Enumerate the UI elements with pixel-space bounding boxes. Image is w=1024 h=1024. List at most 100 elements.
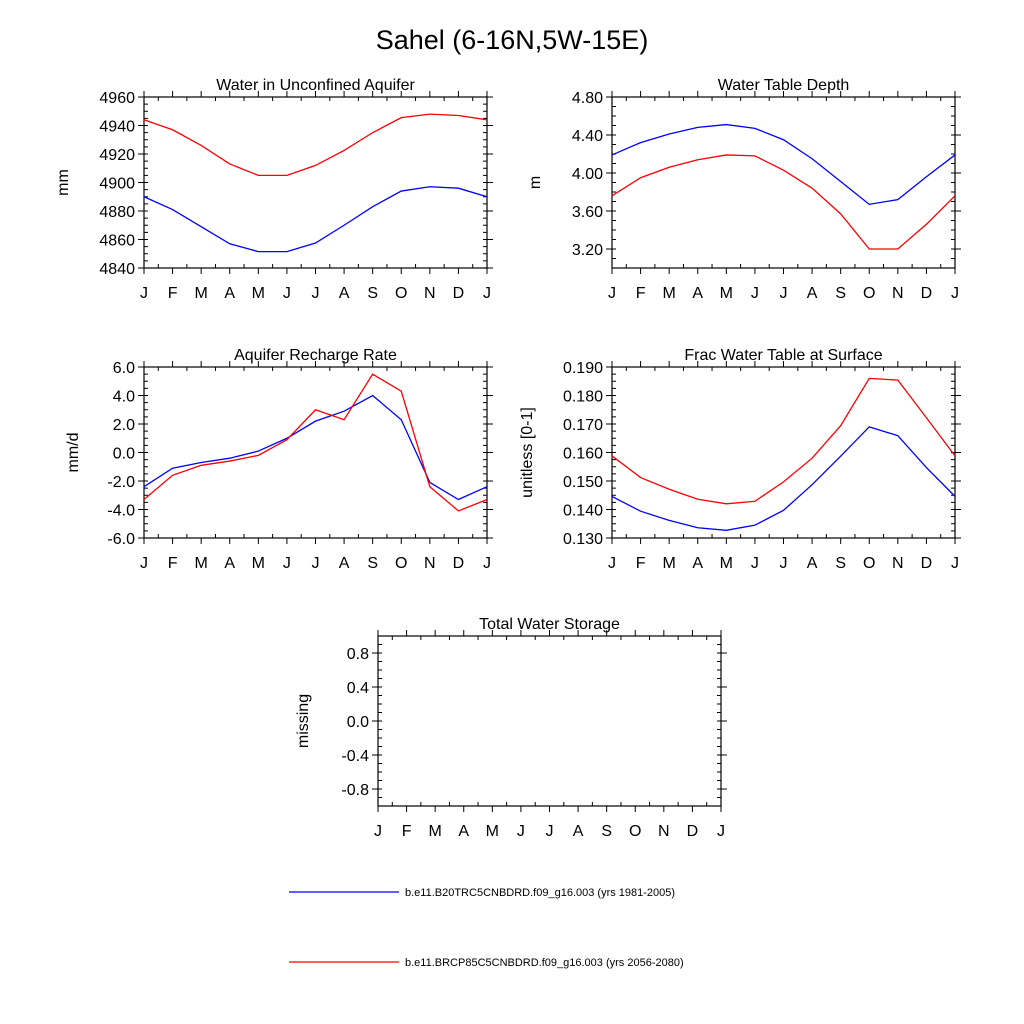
- y-axis-label: mm/d: [65, 433, 82, 473]
- y-tick-label: 4920: [99, 147, 135, 164]
- x-tick-label: N: [892, 555, 904, 572]
- y-tick-label: 3.60: [572, 204, 603, 221]
- legend-label: b.e11.BRCP85C5CNBDRD.f09_g16.003 (yrs 20…: [405, 957, 684, 969]
- x-tick-label: S: [367, 555, 378, 572]
- x-tick-label: M: [195, 285, 208, 302]
- y-tick-label: 4840: [99, 261, 135, 278]
- series-line-1: [143, 186, 488, 253]
- legend: b.e11.B20TRC5CNBDRD.f09_g16.003 (yrs 198…: [289, 887, 684, 969]
- series-line-1: [611, 426, 956, 531]
- x-tick-label: S: [835, 555, 846, 572]
- x-tick-label: J: [140, 285, 148, 302]
- y-tick-label: 2.0: [113, 417, 135, 434]
- x-tick-label: N: [892, 285, 904, 302]
- y-axis-label: m: [527, 176, 544, 189]
- plot-frame: [611, 366, 956, 539]
- y-tick-label: 0.0: [347, 714, 369, 731]
- x-tick-label: N: [424, 555, 436, 572]
- x-tick-label: J: [608, 285, 616, 302]
- y-tick-label: -0.4: [341, 748, 369, 765]
- x-tick-label: A: [807, 285, 818, 302]
- y-tick-label: 0.180: [563, 389, 603, 406]
- series-line-2: [143, 373, 488, 512]
- x-tick-label: A: [224, 285, 235, 302]
- plot-frame: [611, 96, 956, 269]
- x-tick-label: O: [395, 285, 407, 302]
- panel-title: Water in Unconfined Aquifer: [216, 77, 415, 94]
- x-tick-label: J: [517, 823, 525, 840]
- y-tick-label: 0.8: [347, 646, 369, 663]
- x-tick-label: O: [863, 555, 875, 572]
- x-tick-label: F: [168, 555, 178, 572]
- x-tick-label: O: [629, 823, 641, 840]
- x-tick-label: J: [483, 285, 491, 302]
- y-tick-label: 4900: [99, 176, 135, 193]
- y-axis-label: mm: [55, 169, 72, 196]
- x-tick-label: M: [663, 285, 676, 302]
- x-tick-label: D: [921, 285, 933, 302]
- x-tick-label: D: [921, 555, 933, 572]
- x-tick-label: J: [312, 555, 320, 572]
- series-line-2: [611, 377, 956, 505]
- y-tick-label: 4880: [99, 204, 135, 221]
- legend-item-2: b.e11.BRCP85C5CNBDRD.f09_g16.003 (yrs 20…: [289, 957, 684, 969]
- y-tick-label: 0.140: [563, 503, 603, 520]
- y-tick-label: 0.160: [563, 446, 603, 463]
- x-tick-label: D: [453, 555, 465, 572]
- x-tick-label: N: [658, 823, 670, 840]
- x-tick-label: F: [636, 555, 646, 572]
- x-tick-label: D: [687, 823, 699, 840]
- panel-title: Aquifer Recharge Rate: [234, 347, 397, 364]
- x-tick-label: J: [283, 285, 291, 302]
- x-tick-label: J: [780, 555, 788, 572]
- y-tick-label: 4.40: [572, 128, 603, 145]
- series-line-1: [611, 123, 956, 206]
- y-tick-label: -4.0: [107, 503, 135, 520]
- y-tick-label: 0.130: [563, 531, 603, 548]
- x-tick-label: M: [486, 823, 499, 840]
- x-tick-label: A: [339, 555, 350, 572]
- panel-title: Frac Water Table at Surface: [684, 347, 882, 364]
- x-tick-label: J: [751, 285, 759, 302]
- x-tick-label: M: [720, 555, 733, 572]
- x-tick-label: S: [601, 823, 612, 840]
- x-tick-label: J: [951, 555, 959, 572]
- x-tick-label: M: [720, 285, 733, 302]
- x-tick-label: J: [717, 823, 725, 840]
- y-tick-label: -6.0: [107, 531, 135, 548]
- y-tick-label: -0.8: [341, 782, 369, 799]
- y-tick-label: 4860: [99, 233, 135, 250]
- plot-frame: [377, 635, 722, 807]
- panel-title: Water Table Depth: [718, 77, 850, 94]
- x-tick-label: A: [224, 555, 235, 572]
- y-tick-label: 0.190: [563, 360, 603, 377]
- x-tick-label: A: [692, 285, 703, 302]
- x-tick-label: J: [140, 555, 148, 572]
- x-tick-label: F: [168, 285, 178, 302]
- y-tick-label: 0.4: [347, 680, 369, 697]
- x-tick-label: M: [429, 823, 442, 840]
- x-tick-label: M: [252, 285, 265, 302]
- x-tick-label: D: [453, 285, 465, 302]
- x-tick-label: J: [608, 555, 616, 572]
- x-tick-label: J: [374, 823, 382, 840]
- panel-4: Frac Water Table at Surface unitless [0-1…: [519, 347, 961, 572]
- x-tick-label: F: [636, 285, 646, 302]
- x-tick-label: O: [395, 555, 407, 572]
- y-tick-label: 0.0: [113, 446, 135, 463]
- x-tick-label: J: [546, 823, 554, 840]
- y-tick-label: 4960: [99, 90, 135, 107]
- x-tick-label: O: [863, 285, 875, 302]
- series-line-2: [143, 113, 488, 177]
- y-tick-label: 0.150: [563, 474, 603, 491]
- x-tick-label: M: [195, 555, 208, 572]
- x-tick-label: J: [951, 285, 959, 302]
- y-axis-label: missing: [295, 694, 312, 748]
- x-tick-label: J: [751, 555, 759, 572]
